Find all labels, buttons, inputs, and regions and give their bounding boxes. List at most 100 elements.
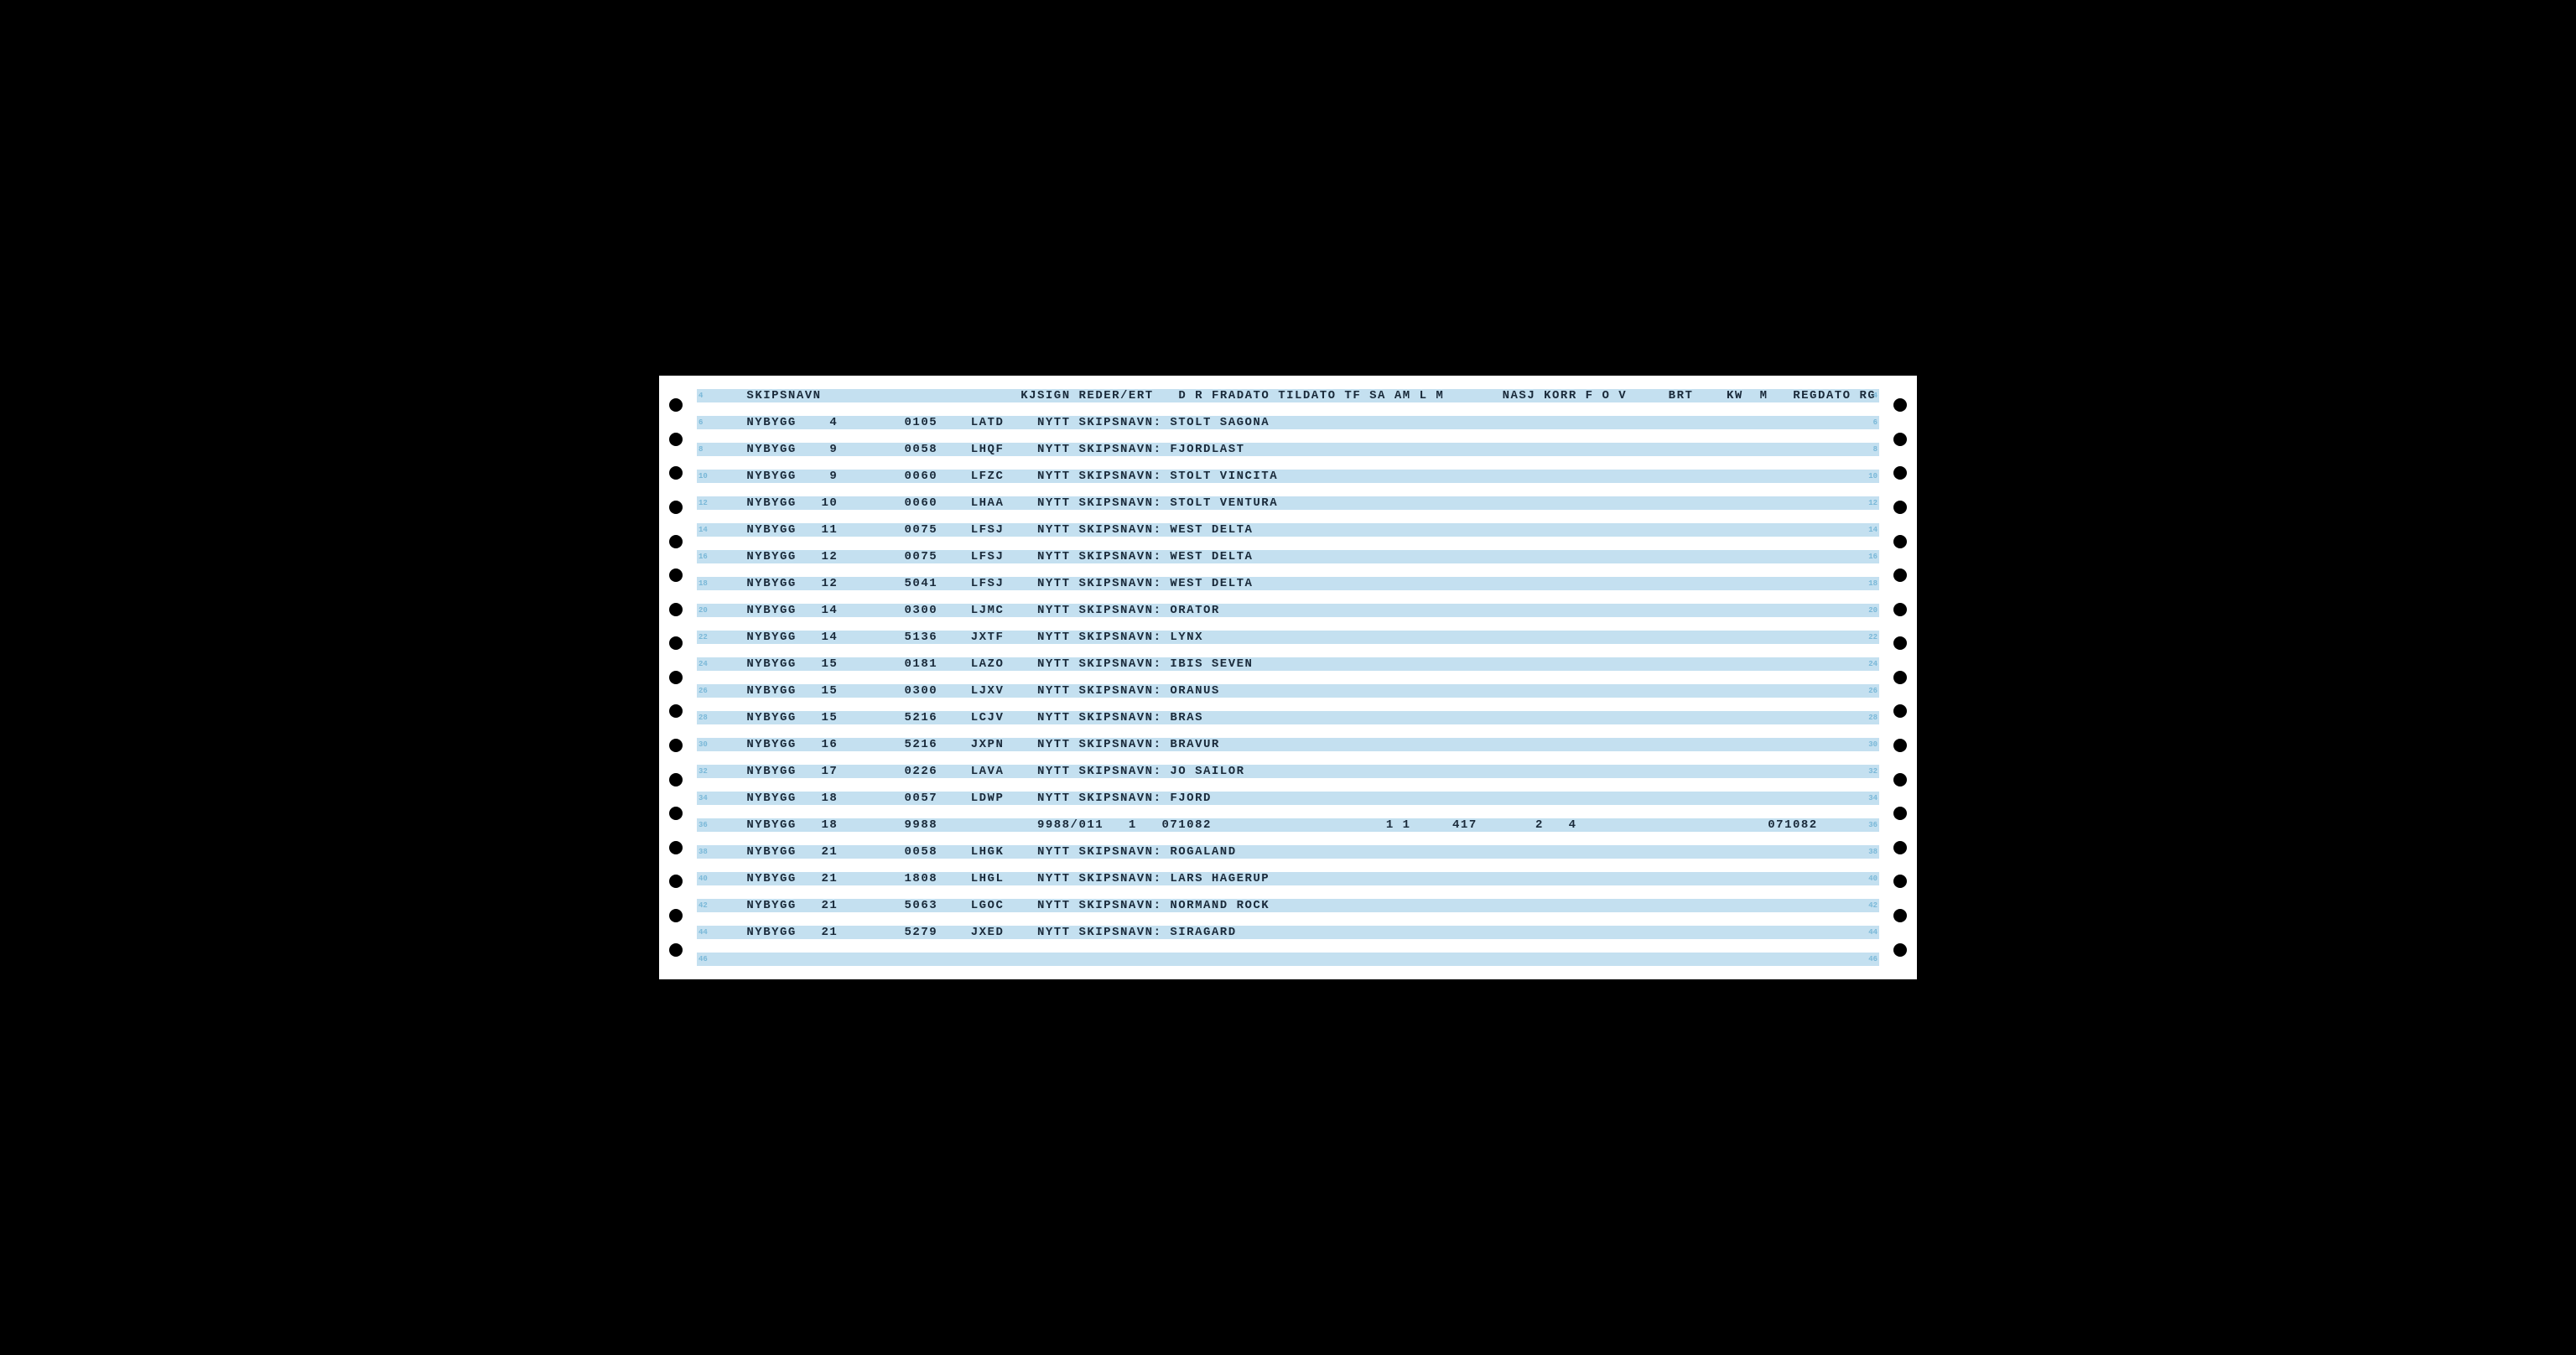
line-num: 18	[699, 577, 708, 590]
header-row: 4 SKIPSNAVN KJSIGN REDER/ERT D R FRADATO…	[697, 389, 1879, 402]
spacer	[697, 376, 1879, 389]
table-row: 28 NYBYGG 15 5216 LCJV NYTT SKIPSNAVN: B…	[697, 711, 1879, 724]
hdr-tf: TF	[1344, 389, 1361, 402]
sprocket-hole	[1893, 943, 1907, 957]
line-num: 8	[699, 443, 703, 456]
printout-content: 4 SKIPSNAVN KJSIGN REDER/ERT D R FRADATO…	[697, 376, 1879, 979]
sprocket-hole	[1893, 636, 1907, 650]
spacer	[697, 778, 1879, 792]
line-num: 24	[1868, 657, 1877, 671]
hdr-am: AM	[1394, 389, 1411, 402]
spacer	[697, 939, 1879, 953]
table-row: 36 NYBYGG 18 9988 9988/011 1 071082 1 1 …	[697, 818, 1879, 832]
sprocket-hole	[669, 875, 683, 888]
line-num: 42	[1868, 899, 1877, 912]
sprocket-hole	[669, 603, 683, 616]
hdr-brt: BRT	[1669, 389, 1694, 402]
spacer	[697, 590, 1879, 604]
sprocket-hole	[669, 433, 683, 446]
table-row: 26 NYBYGG 15 0300 LJXV NYTT SKIPSNAVN: O…	[697, 684, 1879, 698]
spacer	[697, 698, 1879, 711]
hdr-fradato: FRADATO	[1212, 389, 1270, 402]
sprocket-hole	[1893, 875, 1907, 888]
line-num: 14	[1868, 523, 1877, 537]
table-row: 40 NYBYGG 21 1808 LHGL NYTT SKIPSNAVN: L…	[697, 872, 1879, 885]
sprocket-hole	[669, 671, 683, 684]
sprocket-hole	[669, 807, 683, 820]
spacer	[697, 885, 1879, 899]
line-num: 4	[699, 389, 703, 402]
table-row: 22 NYBYGG 14 5136 JXTF NYTT SKIPSNAVN: L…	[697, 631, 1879, 644]
sprocket-hole	[669, 568, 683, 582]
sprocket-hole	[1893, 466, 1907, 480]
line-num: 32	[1868, 765, 1877, 778]
line-num: 4	[1873, 389, 1877, 402]
line-num: 8	[1873, 443, 1877, 456]
line-num: 42	[699, 899, 708, 912]
sprocket-hole	[669, 943, 683, 957]
line-num: 44	[699, 926, 708, 939]
sprocket-holes-left	[659, 376, 693, 979]
spacer	[697, 429, 1879, 443]
hdr-tildato: TILDATO	[1278, 389, 1336, 402]
line-num: 46	[699, 953, 708, 966]
hdr-skipsnavn: SKIPSNAVN	[746, 389, 821, 402]
hdr-reder: REDER/ERT	[1079, 389, 1154, 402]
hdr-kjsign: KJSIGN	[1021, 389, 1070, 402]
line-num: 34	[699, 792, 708, 805]
sprocket-hole	[669, 773, 683, 787]
spacer	[697, 563, 1879, 577]
spacer: 4646	[697, 953, 1879, 966]
spacer	[697, 644, 1879, 657]
sprocket-hole	[1893, 398, 1907, 412]
sprocket-hole	[1893, 807, 1907, 820]
hdr-fov: F O V	[1586, 389, 1628, 402]
table-row: 32 NYBYGG 17 0226 LAVA NYTT SKIPSNAVN: J…	[697, 765, 1879, 778]
line-num: 12	[699, 496, 708, 510]
sprocket-hole	[1893, 671, 1907, 684]
table-row: 12 NYBYGG 10 0060 LHAA NYTT SKIPSNAVN: S…	[697, 496, 1879, 510]
sprocket-hole	[1893, 909, 1907, 922]
spacer	[697, 483, 1879, 496]
hdr-m: M	[1760, 389, 1768, 402]
table-row: 38 NYBYGG 21 0058 LHGK NYTT SKIPSNAVN: R…	[697, 845, 1879, 859]
table-row: 24 NYBYGG 15 0181 LAZO NYTT SKIPSNAVN: I…	[697, 657, 1879, 671]
line-num: 28	[1868, 711, 1877, 724]
table-row: 18 NYBYGG 12 5041 LFSJ NYTT SKIPSNAVN: W…	[697, 577, 1879, 590]
sprocket-hole	[1893, 773, 1907, 787]
line-num: 6	[699, 416, 703, 429]
table-row: 8 NYBYGG 9 0058 LHQF NYTT SKIPSNAVN: FJO…	[697, 443, 1879, 456]
line-num: 16	[1868, 550, 1877, 563]
spacer	[697, 724, 1879, 738]
spacer	[697, 805, 1879, 818]
hdr-regdato: REGDATO	[1793, 389, 1851, 402]
line-num: 12	[1868, 496, 1877, 510]
spacer	[697, 510, 1879, 523]
hdr-kw: KW	[1727, 389, 1743, 402]
hdr-nasj: NASJ	[1503, 389, 1536, 402]
spacer	[697, 671, 1879, 684]
table-row: 34 NYBYGG 18 0057 LDWP NYTT SKIPSNAVN: F…	[697, 792, 1879, 805]
line-num: 24	[699, 657, 708, 671]
table-row: 20 NYBYGG 14 0300 LJMC NYTT SKIPSNAVN: O…	[697, 604, 1879, 617]
line-num: 20	[1868, 604, 1877, 617]
hdr-lm: L M	[1420, 389, 1445, 402]
sprocket-hole	[669, 501, 683, 514]
line-num: 38	[1868, 845, 1877, 859]
sprocket-hole	[669, 841, 683, 854]
line-num: 26	[1868, 684, 1877, 698]
spacer	[697, 617, 1879, 631]
sprocket-hole	[669, 466, 683, 480]
sprocket-hole	[669, 535, 683, 548]
sprocket-hole	[669, 704, 683, 718]
sprocket-hole	[1893, 535, 1907, 548]
sprocket-hole	[1893, 568, 1907, 582]
spacer	[697, 456, 1879, 470]
line-num: 6	[1873, 416, 1877, 429]
line-num: 18	[1868, 577, 1877, 590]
spacer	[697, 537, 1879, 550]
line-num: 20	[699, 604, 708, 617]
sprocket-hole	[1893, 841, 1907, 854]
spacer	[697, 966, 1879, 979]
line-num: 40	[1868, 872, 1877, 885]
